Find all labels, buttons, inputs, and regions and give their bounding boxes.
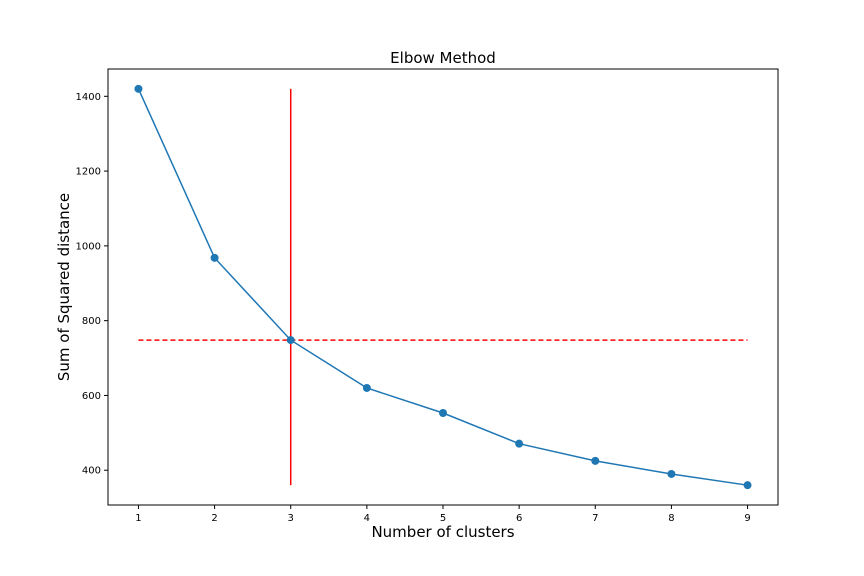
x-tick-label: 2 [211, 513, 217, 524]
x-tick-label: 9 [744, 513, 750, 524]
plot-frame [107, 68, 779, 506]
y-axis-label: Sum of Squared distance [55, 193, 73, 381]
y-tick-label: 1200 [76, 167, 101, 178]
data-point [362, 383, 371, 392]
data-point [591, 456, 600, 465]
x-axis-label: Number of clusters [371, 523, 514, 541]
x-tick-label: 5 [440, 513, 446, 524]
x-tick-label: 1 [135, 513, 141, 524]
plot-area: 1 2 3 4 5 6 7 8 9 400 600 800 1000 1200 1400 [76, 68, 779, 524]
series-line [137, 88, 748, 486]
data-point [286, 336, 295, 345]
data-point [210, 253, 219, 262]
y-tick-label: 800 [82, 316, 101, 327]
data-point [743, 481, 752, 490]
y-tick-label: 400 [82, 466, 101, 477]
x-tick-label: 8 [668, 513, 674, 524]
data-point [667, 469, 676, 478]
y-tick-label: 1400 [76, 92, 101, 103]
x-tick-label: 6 [516, 513, 522, 524]
x-tick-label: 4 [364, 513, 370, 524]
chart-title: Elbow Method [390, 49, 496, 67]
y-tick-label: 1000 [76, 241, 101, 252]
x-tick-label: 3 [288, 513, 294, 524]
y-tick-label: 600 [82, 391, 101, 402]
data-point [439, 409, 447, 418]
x-tick-label: 7 [592, 513, 598, 524]
data-point [134, 84, 143, 93]
data-point [515, 439, 524, 448]
